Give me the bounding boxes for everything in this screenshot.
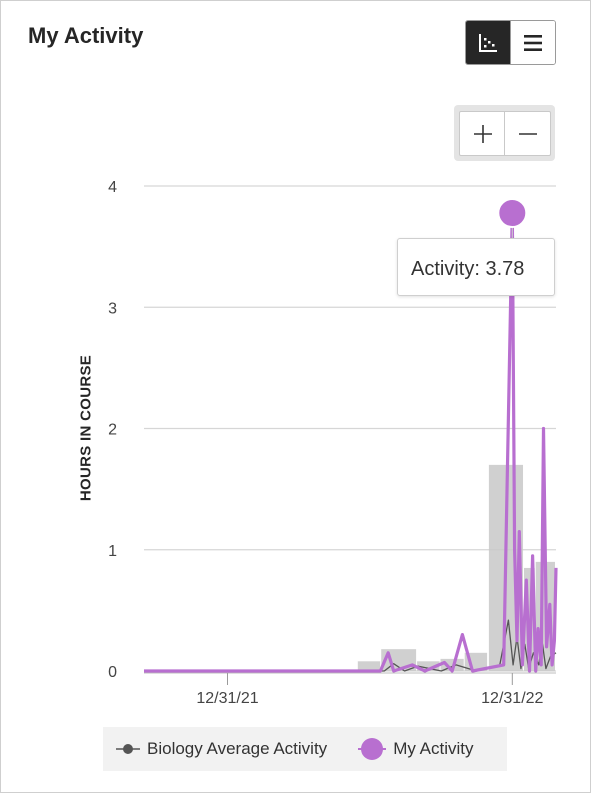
activity-chart: 0 1 2 3 4 12/31/21 12/31/22 — [108, 179, 558, 707]
legend-circle-marker-icon — [358, 738, 387, 760]
y-tick-label: 4 — [108, 179, 117, 196]
y-tick-label: 0 — [108, 664, 117, 681]
activity-bar — [417, 661, 440, 671]
x-tick-label: 12/31/22 — [481, 690, 543, 707]
plus-icon — [473, 124, 492, 143]
legend-item-biology-average[interactable]: Biology Average Activity — [115, 739, 327, 759]
zoom-out-button[interactable] — [504, 111, 551, 156]
legend-label-my-activity: My Activity — [393, 739, 474, 758]
activity-tooltip: Activity: 3.78 — [397, 238, 555, 296]
page-title: My Activity — [28, 23, 144, 48]
list-view-icon — [524, 34, 542, 51]
zoom-in-button[interactable] — [459, 111, 506, 156]
list-view-button[interactable] — [510, 21, 555, 64]
activity-bar — [357, 661, 381, 671]
legend-item-my-activity[interactable]: My Activity — [357, 736, 473, 762]
activity-bar — [440, 658, 464, 671]
chart-view-button[interactable] — [466, 21, 510, 64]
chart-view-icon — [479, 33, 497, 52]
series-line-my-activity — [144, 211, 558, 673]
legend-line-marker-icon — [116, 744, 140, 754]
y-tick-label: 3 — [108, 300, 117, 317]
minus-icon — [518, 132, 537, 135]
highlighted-point — [497, 198, 528, 228]
y-tick-label: 1 — [108, 543, 117, 560]
tooltip-text: Activity: 3.78 — [411, 258, 525, 280]
chart-legend: Biology Average Activity My Activity — [103, 727, 507, 771]
y-axis-label: HOURS IN COURSE — [77, 354, 95, 502]
view-toggle — [465, 20, 556, 65]
x-tick-label: 12/31/21 — [196, 690, 258, 707]
y-tick-label: 2 — [108, 422, 117, 439]
zoom-controls — [454, 105, 555, 161]
legend-label-biology-average: Biology Average Activity — [147, 739, 328, 758]
